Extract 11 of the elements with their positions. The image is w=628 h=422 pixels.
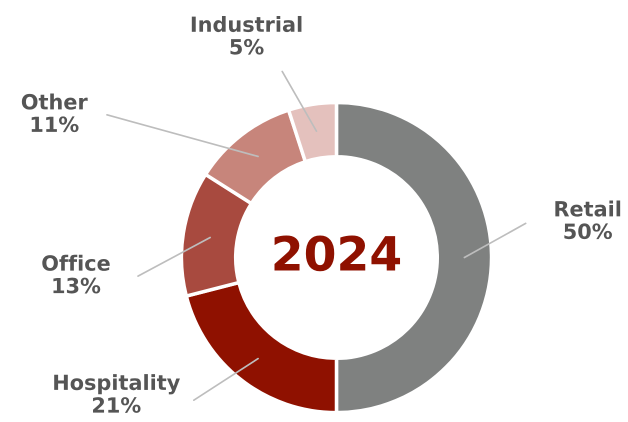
data-label: 50% — [564, 223, 612, 240]
slice-label: Office — [42, 254, 110, 271]
data-label: 11% — [32, 116, 79, 132]
data-label: 13% — [53, 278, 100, 294]
data-label: 21% — [93, 397, 141, 413]
data-label: 5% — [230, 38, 264, 55]
slice-label: Other — [22, 94, 88, 110]
slice-label: Retail — [555, 200, 620, 217]
text: 2024 — [274, 236, 400, 272]
slice-label: Hospitality — [54, 374, 180, 394]
slice-label: Industrial — [192, 16, 302, 32]
